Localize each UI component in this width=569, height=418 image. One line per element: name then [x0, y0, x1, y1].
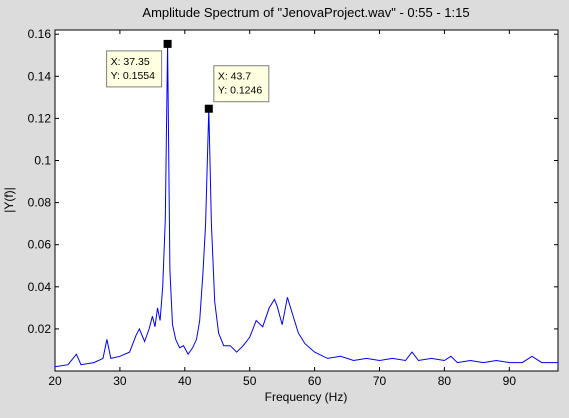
y-tick-label: 0.12	[28, 111, 52, 125]
x-tick-label: 30	[113, 374, 127, 388]
datatip-y-label: Y: 0.1246	[218, 85, 263, 97]
y-axis-label: |Y(f)|	[2, 187, 16, 213]
series-layer	[55, 43, 558, 368]
x-axis-ticks: 20 30 40 50 60 70 80 90	[48, 30, 516, 388]
x-tick-label: 90	[503, 374, 517, 388]
datatip-box	[106, 50, 163, 88]
y-tick-label: 0.04	[28, 280, 52, 294]
y-tick-label: 0.08	[28, 196, 52, 210]
x-tick-label: 60	[308, 374, 322, 388]
datatip-layer: X: 37.35 Y: 0.1554 X: 43.7 Y: 0.1246	[106, 39, 270, 113]
y-tick-label: 0.1	[34, 154, 51, 168]
datatip-y-label: Y: 0.1554	[111, 70, 156, 82]
datatip-x-label: X: 43.7	[218, 71, 251, 83]
datatip[interactable]: X: 43.7 Y: 0.1246	[204, 65, 270, 113]
x-tick-label: 40	[178, 374, 192, 388]
datatip-box	[213, 65, 270, 103]
y-tick-label: 0.06	[28, 238, 52, 252]
chart-title: Amplitude Spectrum of "JenovaProject.wav…	[142, 5, 469, 20]
datatip[interactable]: X: 37.35 Y: 0.1554	[106, 39, 172, 88]
y-tick-label: 0.02	[28, 322, 52, 336]
y-tick-label: 0.14	[28, 69, 52, 83]
spectrum-line	[55, 43, 558, 368]
datatip-marker[interactable]	[204, 104, 213, 113]
datatip-marker[interactable]	[163, 39, 172, 48]
x-tick-label: 50	[243, 374, 257, 388]
x-tick-label: 70	[373, 374, 387, 388]
datatip-x-label: X: 37.35	[111, 56, 150, 68]
x-axis-label: Frequency (Hz)	[265, 390, 348, 404]
x-tick-label: 80	[438, 374, 452, 388]
x-tick-label: 20	[48, 374, 62, 388]
y-tick-label: 0.16	[28, 27, 52, 41]
y-axis-ticks: 0.02 0.04 0.06 0.08 0.1 0.12 0.14 0.16	[28, 27, 558, 336]
